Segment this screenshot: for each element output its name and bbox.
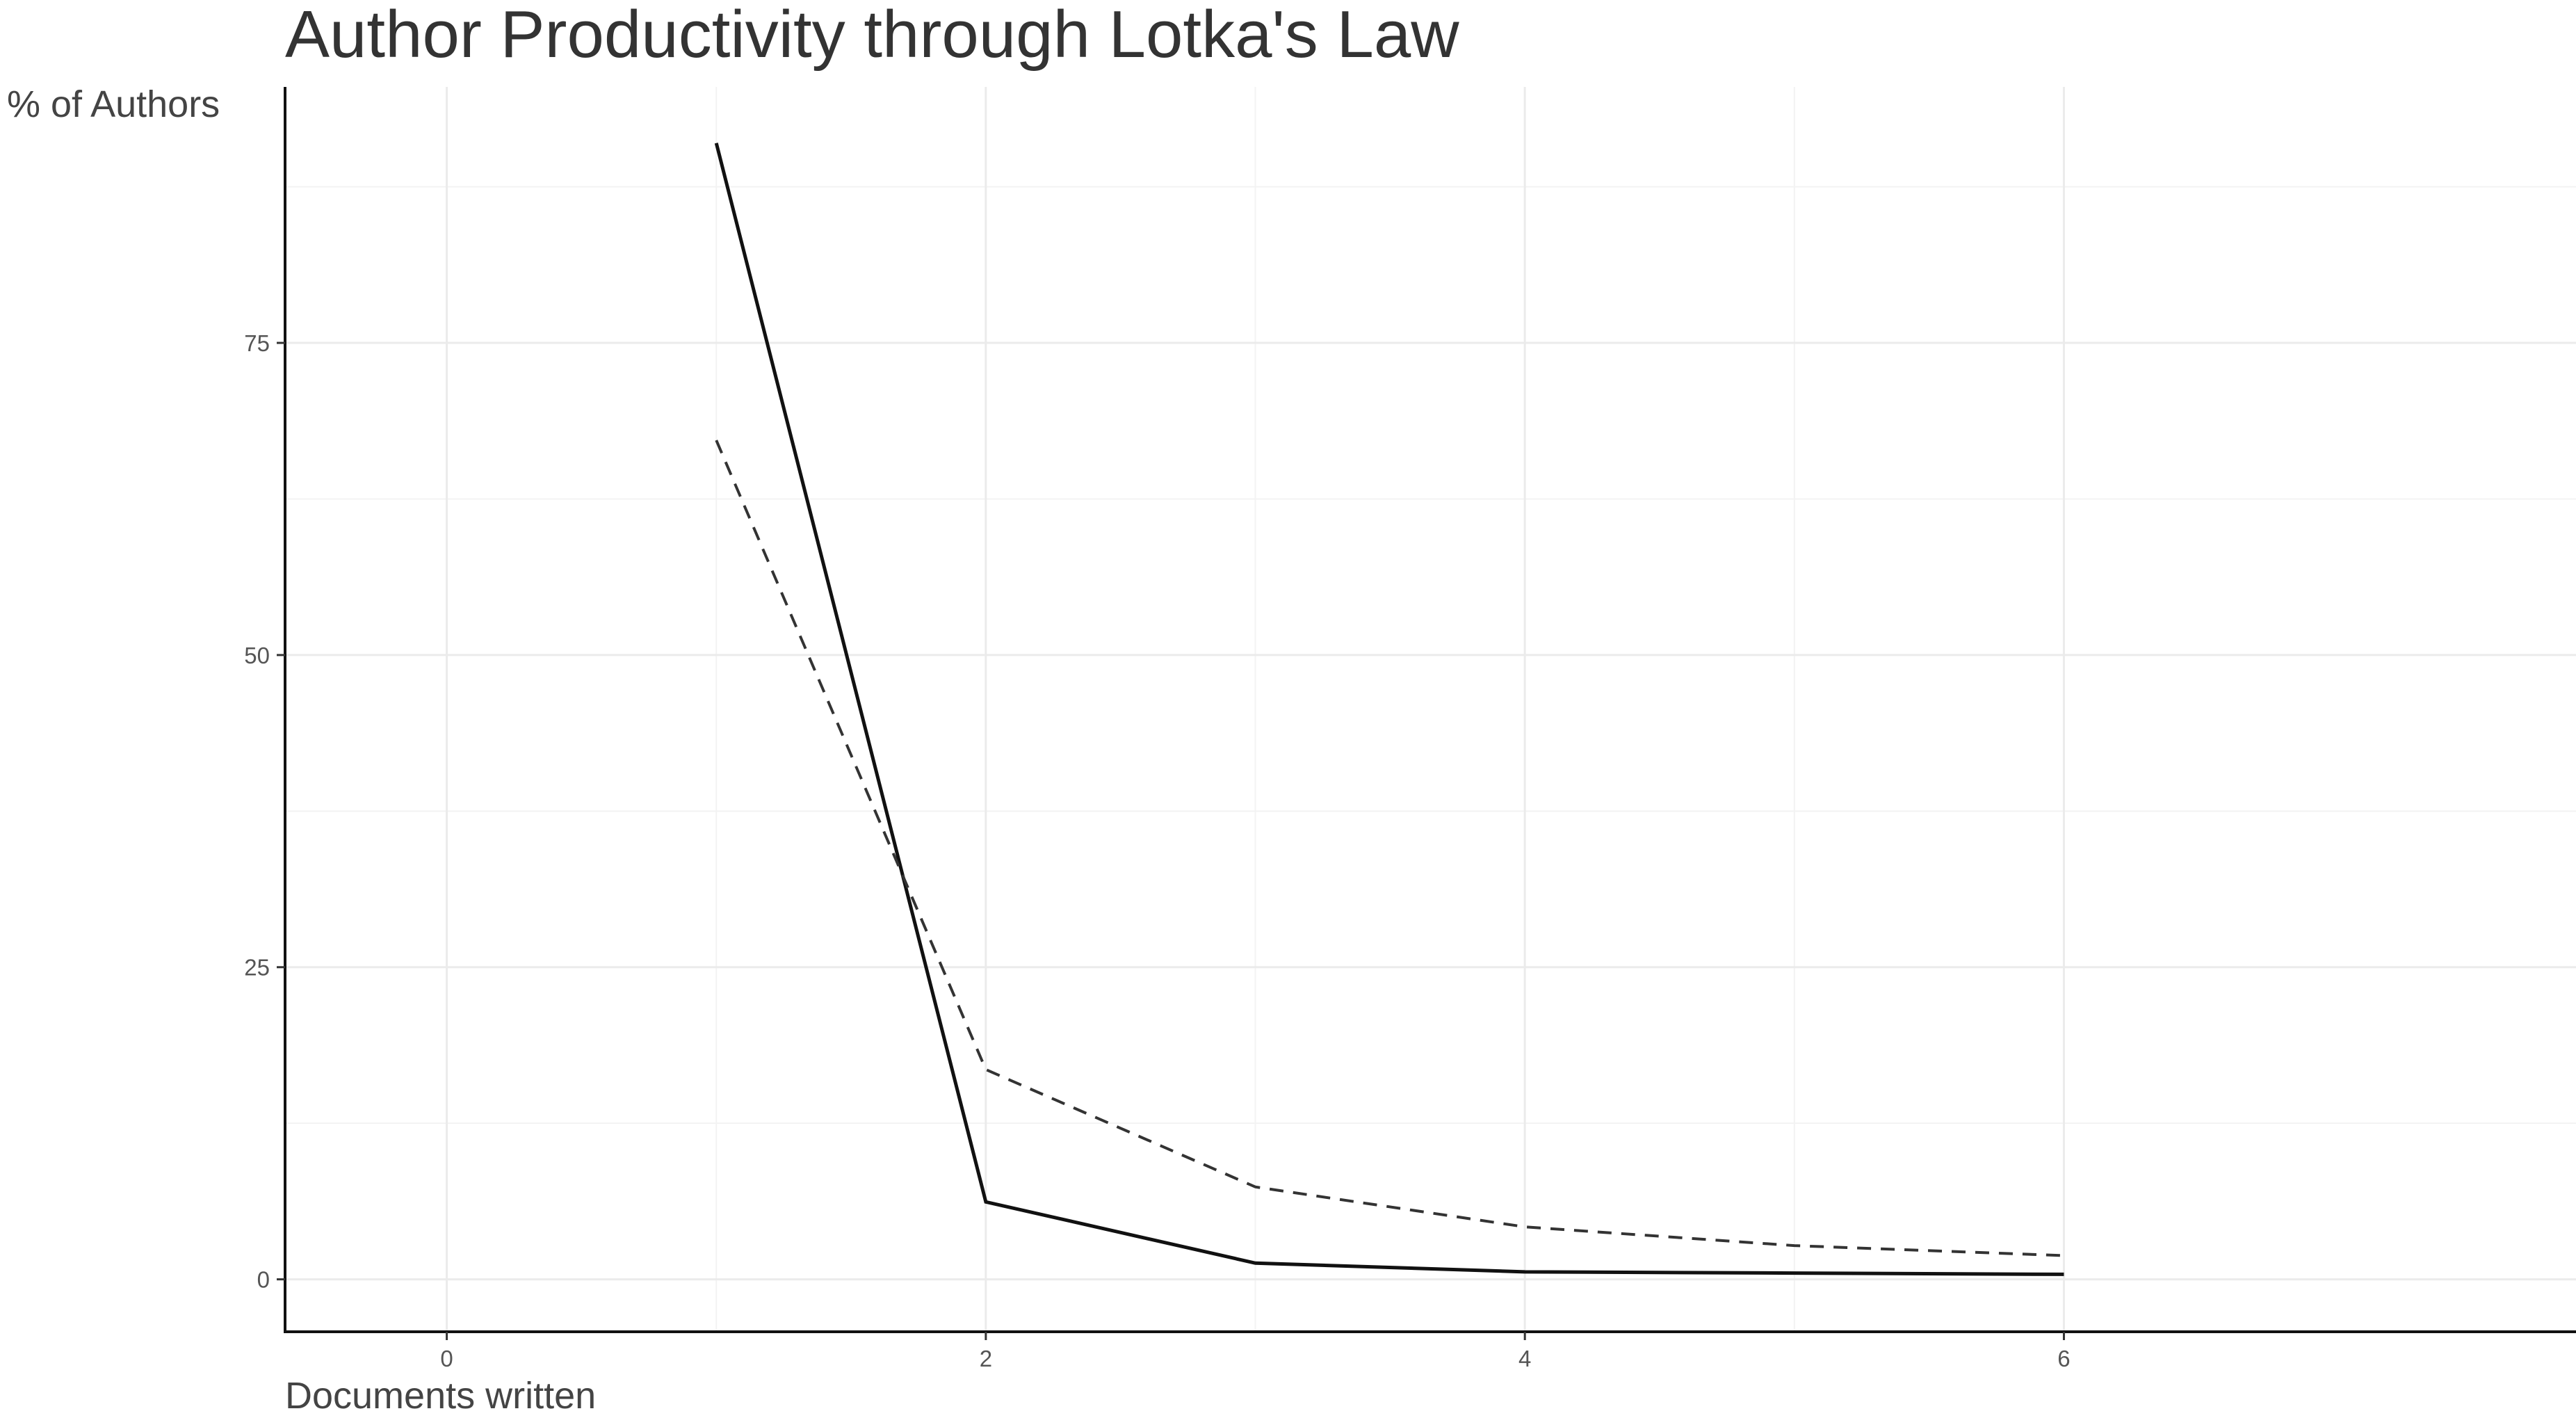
chart-title: Author Productivity through Lotka's Law: [285, 0, 1459, 72]
y-tick-label: 50: [244, 643, 270, 668]
gridlines: [285, 87, 2576, 1332]
y-axis-title: % of Authors: [7, 83, 220, 125]
series-line-dashed: [715, 440, 2064, 1257]
x-tick-label: 6: [2057, 1346, 2070, 1371]
y-tick-label: 0: [257, 1267, 270, 1293]
axes: [284, 87, 2576, 1333]
x-tick-label: 0: [440, 1346, 453, 1371]
x-tick-label: 4: [1518, 1346, 1531, 1371]
series-line-solid: [714, 143, 2064, 1276]
tick-labels: 0 2 4 6 0 25 50 75: [244, 330, 2070, 1371]
y-tick-label: 25: [244, 955, 270, 981]
y-tick-label: 75: [244, 330, 270, 356]
series-group: [714, 143, 2064, 1276]
x-tick-label: 2: [980, 1346, 992, 1371]
x-axis-title: Documents written: [285, 1375, 596, 1417]
